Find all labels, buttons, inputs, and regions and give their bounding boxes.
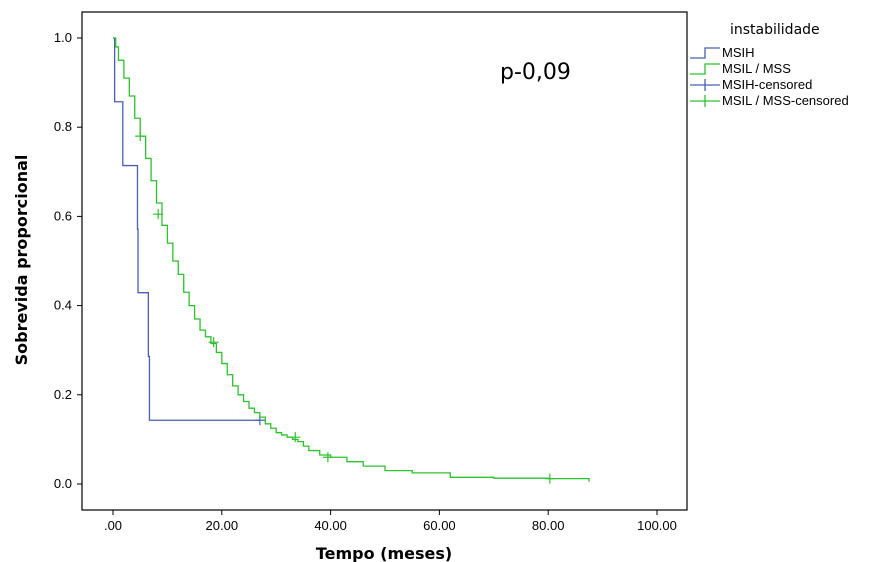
series-line-msih [113,37,260,421]
plot-frame [81,11,688,511]
legend-label: MSIH-censored [722,77,812,92]
legend-swatch-censor [690,79,720,91]
legend-label: MSIH [722,45,755,60]
censor-mark-msil-mss [135,131,146,142]
x-tick-label: 80.00 [532,518,565,533]
y-tick-label: 0.6 [54,208,72,223]
y-tick-label: 0.8 [54,119,72,134]
censor-mark-msil-mss [153,209,164,220]
legend-label: MSIL / MSS [722,61,791,76]
x-axis-title: Tempo (meses) [316,544,452,562]
x-tick-label: 40.00 [314,518,347,533]
series-layer [113,37,590,484]
legend-swatch-line [690,63,720,75]
y-tick-label: 0.2 [54,387,72,402]
y-axis: 0.0 0.2 0.4 0.6 0.8 1.0 [54,30,82,491]
y-tick-label: 1.0 [54,30,72,45]
x-tick-label: 60.00 [423,518,456,533]
legend-label: MSIL / MSS-censored [722,93,849,108]
p-value-annotation: p-0,09 [500,60,571,85]
censor-mark-msil-mss [290,432,301,443]
y-tick-label: 0.4 [54,298,72,313]
y-tick-label: 0.0 [54,476,72,491]
censor-mark-msil-mss [544,473,555,484]
legend-title: instabilidade [730,22,820,38]
legend-swatch-censor [690,95,720,107]
x-axis: .00 20.00 40.00 60.00 80.00 100.00 [104,510,677,533]
y-axis-title: Sobrevida proporcional [12,155,31,366]
series-line-msil-mss [113,37,590,482]
x-tick-label: .00 [104,518,122,533]
censor-mark-msil-mss [208,337,219,348]
x-tick-label: 100.00 [637,518,677,533]
legend-swatch-line [690,47,720,59]
x-tick-label: 20.00 [206,518,239,533]
censor-mark-msil-mss [322,452,333,463]
